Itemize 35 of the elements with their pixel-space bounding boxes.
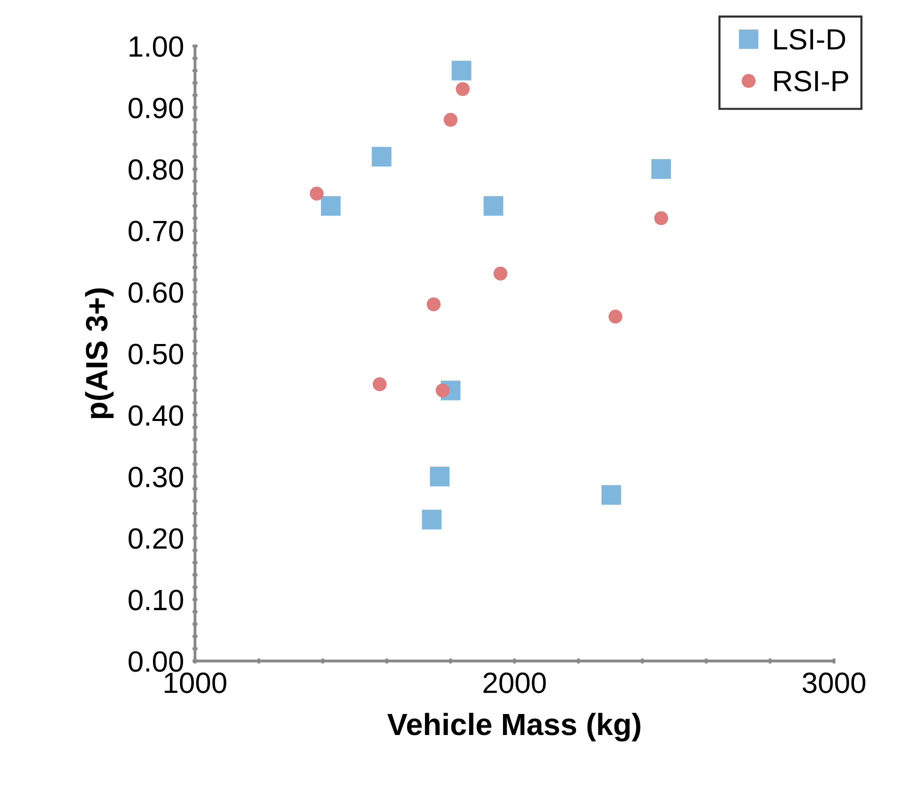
y-tick-label: 0.80	[128, 159, 184, 180]
point	[452, 60, 472, 80]
y-tick-label: 0.50	[128, 344, 184, 364]
point	[372, 146, 392, 167]
y-tick-label: 0.60	[128, 282, 184, 303]
y-axis-title: p(AIS 3+)	[85, 288, 114, 418]
y-tick-label: 0.70	[128, 220, 184, 242]
legend-label: LSI-D	[774, 29, 846, 50]
point	[320, 196, 341, 216]
point	[601, 485, 622, 505]
point	[426, 297, 441, 312]
legend-label: RSI-P	[774, 70, 848, 92]
x-axis-title: Vehicle Mass (kg)	[387, 712, 640, 742]
point	[608, 310, 622, 324]
y-tick-label: 0.40	[128, 405, 184, 426]
point	[422, 510, 442, 530]
y-tick-label: 0.30	[128, 466, 184, 488]
point	[372, 377, 387, 392]
x-tick-label: 2000	[484, 672, 546, 694]
point	[444, 112, 458, 127]
x-tick-label: 1000	[164, 672, 226, 694]
y-tick-label: 0.10	[128, 590, 184, 610]
y-tick-label: 1.00	[130, 36, 184, 57]
point	[493, 266, 508, 280]
y-tick-label: 0.00	[128, 651, 184, 672]
point	[310, 186, 324, 201]
point	[651, 159, 671, 179]
point	[456, 82, 470, 96]
point	[436, 383, 450, 398]
point	[654, 211, 668, 226]
x-tick-label: 3000	[802, 672, 866, 694]
point	[484, 196, 504, 216]
y-tick-label: 0.90	[128, 98, 184, 118]
y-tick-label: 0.20	[128, 528, 184, 549]
point	[430, 466, 450, 486]
